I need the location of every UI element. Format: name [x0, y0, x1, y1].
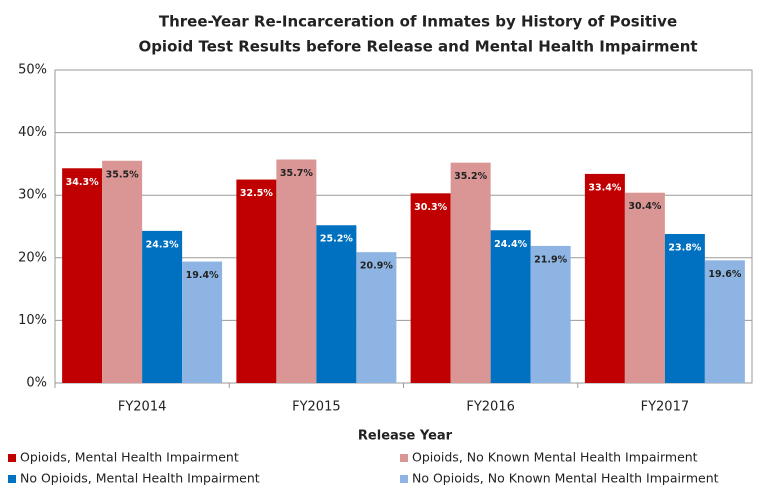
x-tick-label: FY2015 [292, 400, 341, 415]
x-tick-label: FY2016 [466, 400, 515, 415]
bar [530, 245, 571, 383]
bar [704, 260, 745, 383]
bar [62, 168, 103, 383]
bar [316, 225, 357, 383]
data-label: 19.6% [708, 269, 741, 280]
data-label: 24.4% [494, 239, 527, 250]
data-label: 35.5% [106, 169, 139, 180]
bar [142, 230, 183, 383]
data-label: 35.7% [280, 168, 313, 179]
y-tick-label: 20% [18, 250, 47, 265]
bar [664, 234, 705, 383]
bar [182, 261, 223, 383]
bar [236, 179, 277, 383]
legend-swatch [400, 454, 408, 462]
data-label: 19.4% [186, 270, 219, 281]
data-label: 35.2% [454, 171, 487, 182]
x-tick-label: FY2017 [641, 400, 690, 415]
bar [356, 252, 397, 383]
y-tick-label: 40% [18, 125, 47, 140]
data-label: 25.2% [320, 234, 353, 245]
bar [276, 159, 317, 383]
chart-title: Opioid Test Results before Release and M… [138, 38, 697, 56]
data-label: 32.5% [240, 188, 273, 199]
data-label: 30.4% [628, 201, 661, 212]
bar [490, 230, 531, 383]
data-label: 33.4% [588, 182, 621, 193]
bar [624, 192, 665, 383]
data-label: 23.8% [668, 243, 701, 254]
bar [410, 193, 451, 383]
y-tick-label: 30% [18, 188, 47, 203]
legend-label: No Opioids, No Known Mental Health Impai… [412, 471, 719, 486]
data-label: 30.3% [414, 202, 447, 213]
data-label: 20.9% [360, 261, 393, 272]
legend-label: No Opioids, Mental Health Impairment [20, 471, 260, 486]
y-tick-label: 10% [18, 313, 47, 328]
bar [450, 162, 491, 383]
legend-label: Opioids, No Known Mental Health Impairme… [412, 450, 698, 465]
bar [102, 160, 143, 383]
x-axis-title: Release Year [358, 429, 453, 444]
data-label: 34.3% [66, 177, 99, 188]
x-tick-label: FY2014 [118, 400, 167, 415]
chart-title: Three-Year Re-Incarceration of Inmates b… [159, 13, 677, 31]
legend-swatch [400, 475, 408, 483]
bar [584, 173, 625, 383]
data-label: 24.3% [146, 239, 179, 250]
legend-swatch [8, 454, 16, 462]
y-tick-label: 0% [26, 376, 47, 391]
y-tick-label: 50% [18, 63, 47, 78]
legend-swatch [8, 475, 16, 483]
legend-label: Opioids, Mental Health Impairment [20, 450, 239, 465]
data-label: 21.9% [534, 254, 567, 265]
